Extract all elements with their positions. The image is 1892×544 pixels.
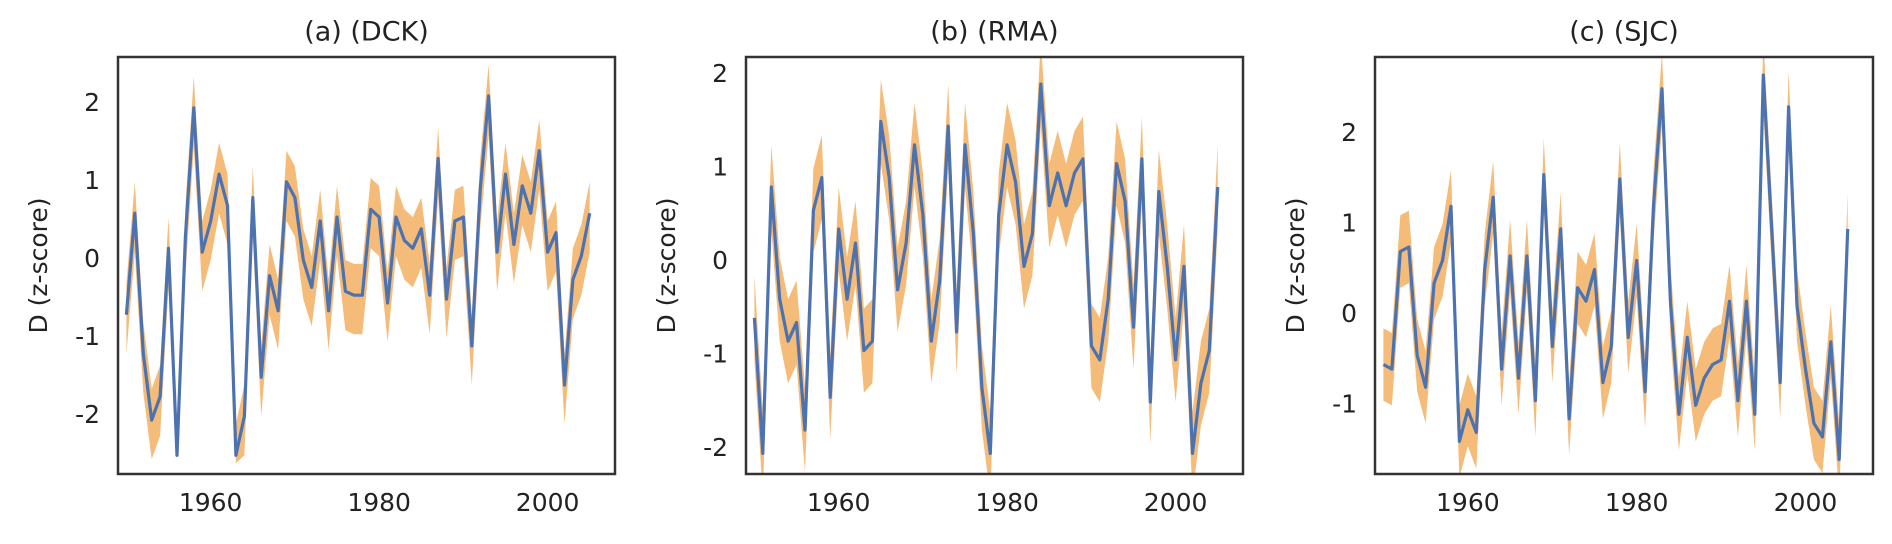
y-tick-label: -2 bbox=[703, 433, 728, 462]
axes-frame bbox=[1373, 55, 1875, 476]
chart-title: (c) (SJC) bbox=[1569, 17, 1679, 48]
y-axis-label: D (z-score) bbox=[24, 197, 53, 333]
y-axis-label: D (z-score) bbox=[652, 197, 681, 333]
band bbox=[754, 57, 1218, 474]
y-axis-label: D (z-score) bbox=[1281, 197, 1310, 333]
axes-frame bbox=[744, 55, 1245, 476]
x-tick-label: 2000 bbox=[1144, 488, 1208, 517]
y-tick-label: 2 bbox=[1341, 118, 1357, 147]
x-tick-label: 1980 bbox=[975, 488, 1039, 517]
chart-title: (a) (DCK) bbox=[304, 17, 429, 48]
x-tick-label: 1960 bbox=[807, 488, 871, 517]
line bbox=[1382, 73, 1850, 462]
axes-frame bbox=[116, 55, 617, 476]
y-tick-label: 2 bbox=[84, 88, 100, 117]
line bbox=[752, 82, 1220, 455]
y-tick-label: 1 bbox=[712, 152, 728, 181]
y-tick-label: 2 bbox=[712, 59, 728, 88]
band bbox=[126, 64, 590, 464]
x-tick-label: 1960 bbox=[179, 488, 243, 517]
x-tick-label: 1960 bbox=[1436, 488, 1500, 517]
chart-title: (b) (RMA) bbox=[930, 17, 1058, 48]
y-tick-label: 1 bbox=[84, 166, 100, 195]
x-tick-label: 1980 bbox=[347, 488, 411, 517]
y-tick-label: 0 bbox=[1341, 299, 1357, 328]
y-tick-label: 0 bbox=[712, 246, 728, 275]
x-tick-label: 2000 bbox=[1774, 488, 1838, 517]
line bbox=[124, 94, 592, 457]
y-tick-label: -1 bbox=[1332, 389, 1357, 418]
panel: 1960 1980 2000 -2 -1 0 1 2 (b) (RMA) D (z-score) bbox=[652, 17, 1245, 517]
y-tick-label: 1 bbox=[1341, 208, 1357, 237]
y-tick-label: 0 bbox=[84, 244, 100, 273]
y-tick-label: -2 bbox=[75, 400, 100, 429]
y-tick-label: -1 bbox=[75, 322, 100, 351]
x-tick-label: 1980 bbox=[1605, 488, 1669, 517]
panel: 1960 1980 2000 -2 -1 0 1 2 (a) (DCK) D (z-score) bbox=[24, 17, 617, 517]
y-tick-label: -1 bbox=[703, 339, 728, 368]
panel: 1960 1980 2000 -1 0 1 2 (c) (SJC) D (z-score) bbox=[1281, 17, 1875, 517]
x-tick-label: 2000 bbox=[516, 488, 580, 517]
